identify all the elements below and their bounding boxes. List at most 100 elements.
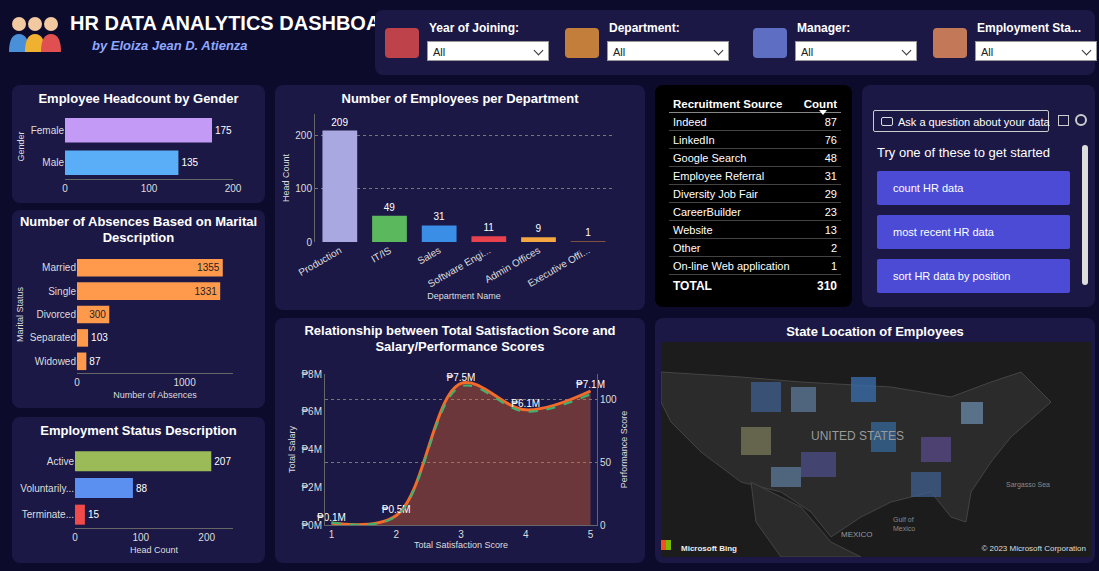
- svg-text:Software Engi...: Software Engi...: [426, 245, 493, 290]
- svg-text:100: 100: [295, 183, 312, 194]
- svg-text:Marital Status: Marital Status: [15, 286, 25, 342]
- svg-text:100: 100: [132, 532, 149, 543]
- svg-text:₱8M: ₱8M: [301, 369, 322, 380]
- html-text:Recruitment Source: Recruitment Source: [673, 97, 783, 110]
- svg-text:200: 200: [225, 183, 242, 194]
- html-text:Department:: Department:: [609, 21, 680, 35]
- svg-text:₱7.5M: ₱7.5M: [447, 372, 476, 383]
- svg-text:Performance Score: Performance Score: [619, 411, 629, 489]
- svg-text:209: 209: [331, 117, 348, 128]
- svg-text:100: 100: [600, 394, 617, 405]
- svg-text:50: 50: [600, 457, 612, 468]
- html-text:Number of Absences Based on Ma: Number of Absences Based on Marital Desc…: [19, 214, 258, 245]
- svg-text:IT/IS: IT/IS: [369, 244, 393, 264]
- svg-text:87: 87: [89, 356, 101, 367]
- html-text:TOTAL: TOTAL: [673, 278, 712, 293]
- svg-text:Total Satisfaction Score: Total Satisfaction Score: [414, 540, 508, 550]
- html-text:Google Search: Google Search: [673, 151, 747, 164]
- svg-text:100: 100: [141, 183, 158, 194]
- html-text:310: 310: [817, 278, 837, 293]
- svg-text:5: 5: [588, 529, 594, 540]
- svg-text:200: 200: [295, 130, 312, 141]
- svg-text:Number of Absences: Number of Absences: [113, 390, 197, 400]
- svg-text:MEXICO: MEXICO: [841, 530, 873, 539]
- html-text:Employee Headcount by Gender: Employee Headcount by Gender: [38, 91, 239, 106]
- svg-text:Single: Single: [48, 286, 76, 297]
- svg-text:0: 0: [600, 520, 606, 531]
- svg-text:Terminate...: Terminate...: [22, 509, 74, 520]
- html-text:Indeed: Indeed: [673, 115, 707, 128]
- html-text:State Location of Employees: State Location of Employees: [786, 324, 964, 339]
- svg-text:Married: Married: [42, 262, 76, 273]
- html-text:Employment Status Description: Employment Status Description: [40, 423, 237, 438]
- svg-text:₱6.1M: ₱6.1M: [511, 398, 540, 409]
- svg-text:11: 11: [483, 222, 494, 233]
- html-text:Count: Count: [803, 97, 837, 110]
- svg-text:0: 0: [72, 532, 78, 543]
- svg-text:Head Count: Head Count: [130, 545, 179, 555]
- svg-text:1: 1: [329, 529, 335, 540]
- svg-text:1355: 1355: [197, 262, 220, 273]
- svg-text:₱7.1M: ₱7.1M: [576, 379, 605, 390]
- svg-text:Sales: Sales: [416, 245, 443, 267]
- svg-text:Microsoft Bing: Microsoft Bing: [681, 544, 737, 553]
- html-text:Number of Employees per Depart: Number of Employees per Department: [341, 91, 579, 106]
- svg-text:Active: Active: [47, 456, 75, 467]
- svg-text:Head Count: Head Count: [281, 153, 291, 202]
- svg-text:3: 3: [458, 529, 464, 540]
- html-text:48: 48: [824, 151, 837, 164]
- html-text:Manager:: Manager:: [797, 21, 851, 35]
- svg-text:Widowed: Widowed: [35, 356, 76, 367]
- svg-text:UNITED STATES: UNITED STATES: [811, 429, 904, 443]
- svg-text:₱6M: ₱6M: [301, 406, 322, 417]
- html-text:Year of Joining:: Year of Joining:: [429, 21, 519, 35]
- svg-text:₱0M: ₱0M: [301, 520, 322, 531]
- svg-text:175: 175: [215, 125, 232, 136]
- svg-text:Divorced: Divorced: [37, 309, 76, 320]
- html-text:LinkedIn: LinkedIn: [673, 133, 715, 146]
- svg-text:₱0.5M: ₱0.5M: [382, 504, 411, 515]
- svg-text:Executive Offi...: Executive Offi...: [526, 245, 592, 289]
- svg-text:9: 9: [536, 223, 542, 234]
- svg-text:Voluntarily...: Voluntarily...: [20, 483, 74, 494]
- html-text:by Eloiza Jean D. Atienza: by Eloiza Jean D. Atienza: [92, 38, 248, 53]
- svg-text:15: 15: [88, 509, 100, 520]
- svg-text:0: 0: [62, 183, 68, 194]
- svg-text:135: 135: [181, 157, 198, 168]
- svg-text:Gulf of: Gulf of: [893, 516, 914, 523]
- svg-text:88: 88: [136, 483, 148, 494]
- svg-text:Department Name: Department Name: [427, 291, 501, 301]
- svg-text:Separated: Separated: [30, 332, 76, 343]
- html-text:Relationship between Total Sat: Relationship between Total Satisfaction …: [304, 323, 616, 354]
- svg-text:Production: Production: [296, 245, 343, 278]
- svg-text:2: 2: [393, 529, 399, 540]
- svg-text:Admin Offices: Admin Offices: [483, 245, 542, 286]
- svg-text:0: 0: [74, 377, 80, 388]
- svg-text:Male: Male: [42, 157, 64, 168]
- svg-text:1: 1: [585, 227, 591, 238]
- svg-text:© 2023 Microsoft Corporation: © 2023 Microsoft Corporation: [981, 544, 1086, 553]
- svg-text:Mexico: Mexico: [893, 525, 915, 532]
- svg-text:1331: 1331: [195, 286, 218, 297]
- svg-text:₱0.1M: ₱0.1M: [317, 512, 346, 523]
- svg-text:49: 49: [384, 202, 396, 213]
- svg-text:4: 4: [523, 529, 529, 540]
- svg-text:₱2M: ₱2M: [301, 482, 322, 493]
- html-text:76: 76: [824, 133, 837, 146]
- html-text:87: 87: [824, 115, 837, 128]
- html-text:Try one of these to get starte: Try one of these to get started: [877, 145, 1050, 160]
- svg-text:200: 200: [198, 532, 215, 543]
- html-text:HR DATA ANALYTICS DASHBOARD: HR DATA ANALYTICS DASHBOARD: [70, 12, 410, 34]
- svg-text:Sargasso Sea: Sargasso Sea: [1006, 481, 1050, 489]
- svg-text:0: 0: [306, 237, 312, 248]
- svg-text:103: 103: [91, 332, 108, 343]
- svg-text:300: 300: [89, 309, 106, 320]
- svg-text:1000: 1000: [173, 377, 196, 388]
- svg-text:31: 31: [433, 211, 445, 222]
- svg-text:Total Salary: Total Salary: [287, 425, 297, 473]
- svg-text:Gender: Gender: [16, 131, 26, 161]
- svg-text:₱4M: ₱4M: [301, 444, 322, 455]
- html-text:Employment Sta...: Employment Sta...: [977, 21, 1081, 35]
- svg-text:Female: Female: [31, 125, 65, 136]
- svg-text:207: 207: [214, 456, 231, 467]
